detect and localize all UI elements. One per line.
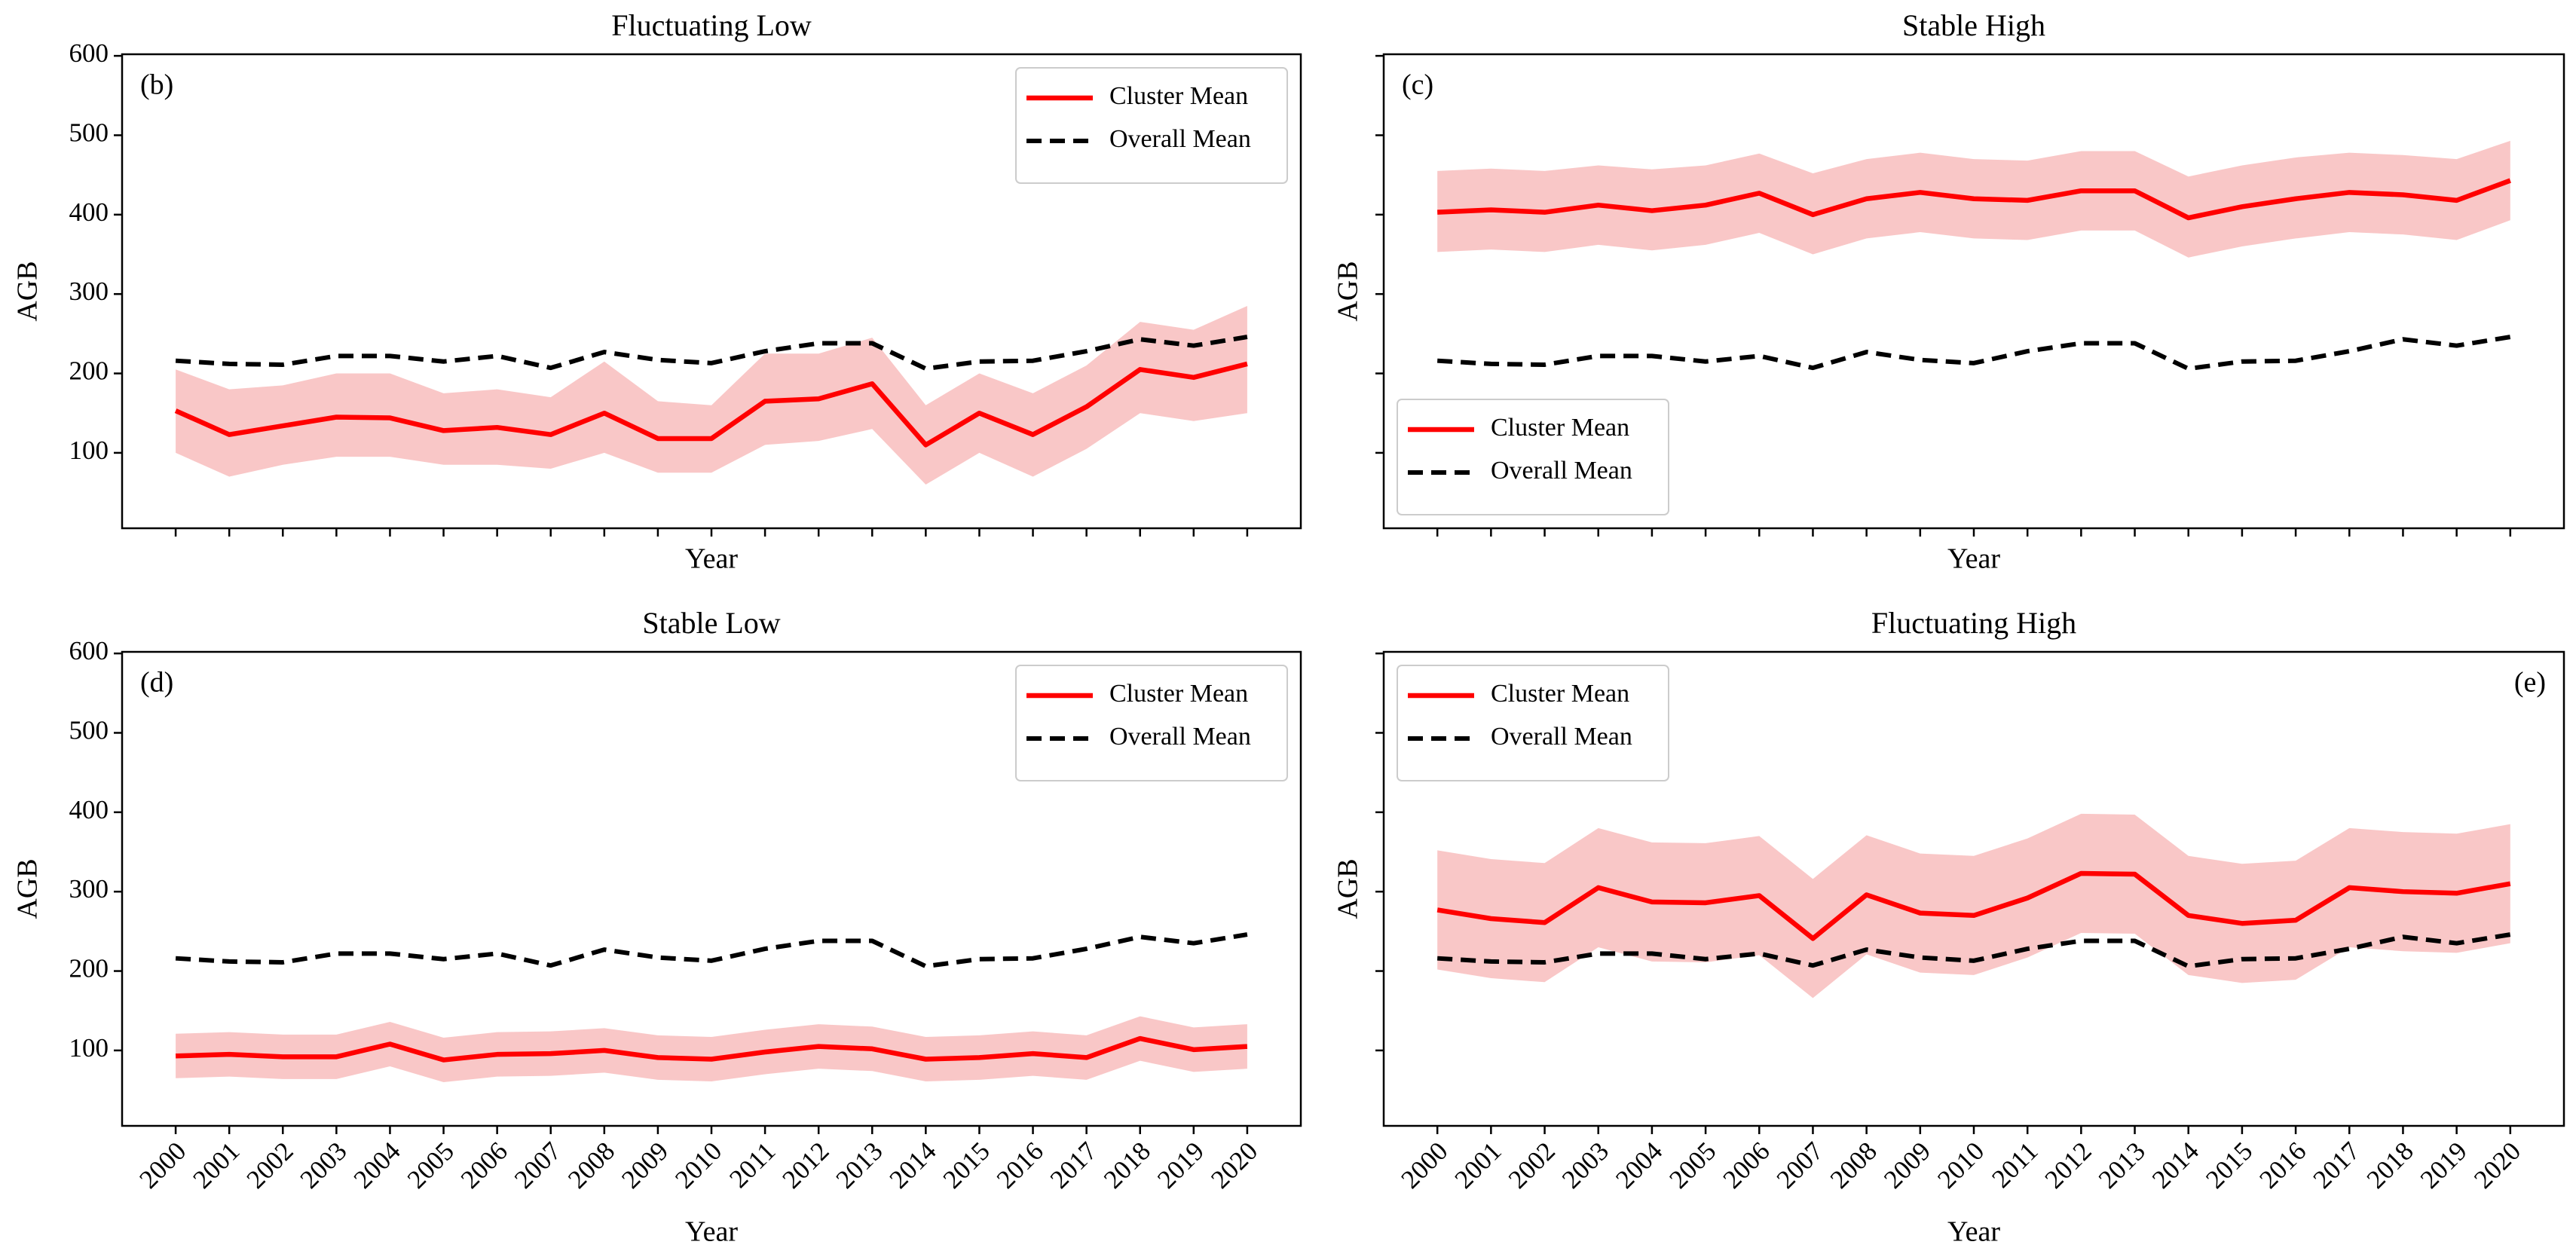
legend-label: Cluster Mean (1491, 680, 1629, 708)
legend-label: Cluster Mean (1109, 82, 1248, 110)
x-tick-label: 2002 (241, 1136, 299, 1194)
x-tick-label: 2019 (2415, 1136, 2473, 1194)
panel-label: (e) (2514, 667, 2546, 699)
x-axis-label: Year (1947, 543, 2000, 575)
x-tick-label: 2016 (2253, 1136, 2311, 1194)
y-tick-label: 200 (69, 356, 109, 386)
subplot: Fluctuating Low 100 200 300 400 500 600 Year AGB… (12, 8, 1302, 575)
x-tick-label: 2001 (1449, 1136, 1507, 1194)
x-tick-label: 2017 (2308, 1136, 2366, 1194)
y-tick-label: 200 (69, 954, 109, 983)
y-tick-label: 500 (69, 118, 109, 147)
y-tick-label: 400 (69, 795, 109, 824)
series-line (174, 361, 1248, 448)
band (176, 1016, 1247, 1083)
legend-label: Cluster Mean (1109, 680, 1248, 708)
x-tick-label: 2018 (1098, 1136, 1156, 1194)
x-tick-label: 2010 (1932, 1136, 1990, 1194)
x-tick-label: 2005 (402, 1136, 460, 1194)
x-tick-label: 2015 (2200, 1136, 2258, 1194)
subplot-title: Fluctuating Low (611, 8, 812, 42)
x-tick-label: 2007 (509, 1136, 567, 1194)
panel-label: (c) (1402, 69, 1433, 101)
panel-label: (b) (140, 69, 173, 101)
subplot-title: Fluctuating High (1871, 606, 2076, 640)
legend: Cluster Mean Overall Mean (1397, 665, 1669, 781)
legend: Cluster Mean Overall Mean (1397, 399, 1669, 515)
y-axis-label: AGB (12, 858, 44, 919)
x-tick-label: 2009 (1878, 1136, 1936, 1194)
series-line (1437, 335, 2511, 372)
x-tick-label: 2006 (1718, 1136, 1776, 1194)
legend-label: Overall Mean (1491, 723, 1632, 751)
series-line (1437, 178, 2511, 221)
legend-label: Overall Mean (1109, 723, 1251, 751)
x-tick-label: 2016 (991, 1136, 1049, 1194)
x-tick-label: 2020 (2468, 1136, 2526, 1194)
x-tick-label: 2011 (1986, 1136, 2043, 1194)
series-line (175, 1035, 1248, 1063)
subplot-title: Stable Low (642, 606, 780, 640)
x-tick-label: 2004 (1610, 1136, 1668, 1194)
x-tick-label: 2003 (1556, 1136, 1614, 1194)
subplot: Fluctuating High 200020012002200320042005… (1332, 606, 2565, 1248)
y-axis-label: AGB (1332, 858, 1364, 919)
legend-label: Cluster Mean (1491, 414, 1629, 442)
y-tick-label: 600 (69, 38, 109, 68)
series-line (175, 932, 1248, 969)
x-tick-label: 2019 (1152, 1136, 1210, 1194)
x-tick-label: 2010 (669, 1136, 727, 1194)
x-tick-label: 2001 (187, 1136, 245, 1194)
x-tick-label: 2012 (776, 1136, 834, 1194)
subplot: Stable Low 100 200 300 400 500 600 200020012002… (12, 606, 1302, 1248)
x-tick-label: 2000 (133, 1136, 191, 1194)
x-tick-label: 2013 (831, 1136, 889, 1194)
legend-label: Overall Mean (1491, 457, 1632, 485)
x-tick-label: 2009 (616, 1136, 674, 1194)
x-tick-label: 2014 (2146, 1136, 2204, 1194)
x-tick-label: 2004 (348, 1136, 406, 1194)
y-tick-label: 300 (69, 874, 109, 904)
x-tick-label: 2018 (2361, 1136, 2419, 1194)
subplot: Stable High Year AGB (c) Cluster Mean Overall… (1332, 8, 2565, 575)
subplot-title: Stable High (1902, 8, 2045, 42)
x-tick-label: 2008 (562, 1136, 620, 1194)
x-tick-label: 2008 (1825, 1136, 1883, 1194)
x-tick-label: 2005 (1663, 1136, 1721, 1194)
panel-label: (d) (140, 667, 173, 699)
legend: Cluster Mean Overall Mean (1015, 67, 1288, 184)
x-axis-label: Year (1947, 1216, 2000, 1248)
y-tick-label: 100 (69, 436, 109, 465)
x-tick-label: 2017 (1045, 1136, 1103, 1194)
y-axis-label: AGB (12, 261, 44, 321)
x-tick-label: 2003 (295, 1136, 353, 1194)
x-axis-label: Year (685, 543, 738, 575)
x-tick-label: 2012 (2039, 1136, 2097, 1194)
series-line (1436, 870, 2511, 941)
x-tick-label: 2002 (1503, 1136, 1561, 1194)
y-axis-label: AGB (1332, 261, 1364, 321)
y-tick-label: 400 (69, 197, 109, 227)
x-tick-label: 2015 (938, 1136, 996, 1194)
legend: Cluster Mean Overall Mean (1015, 665, 1288, 781)
y-tick-label: 500 (69, 715, 109, 745)
x-tick-label: 2006 (455, 1136, 513, 1194)
series-line (175, 335, 1248, 372)
x-axis-label: Year (685, 1216, 738, 1248)
band (176, 305, 1247, 485)
x-tick-label: 2013 (2093, 1136, 2151, 1194)
x-tick-label: 2007 (1771, 1136, 1829, 1194)
y-tick-label: 600 (69, 636, 109, 665)
series-line (1437, 932, 2511, 969)
y-tick-label: 100 (69, 1033, 109, 1063)
band (1437, 813, 2510, 999)
x-tick-label: 2014 (884, 1136, 942, 1194)
x-tick-label: 2011 (724, 1136, 781, 1194)
x-tick-label: 2020 (1205, 1136, 1263, 1194)
y-tick-label: 300 (69, 277, 109, 306)
legend-label: Overall Mean (1109, 125, 1251, 153)
x-tick-label: 2000 (1395, 1136, 1453, 1194)
